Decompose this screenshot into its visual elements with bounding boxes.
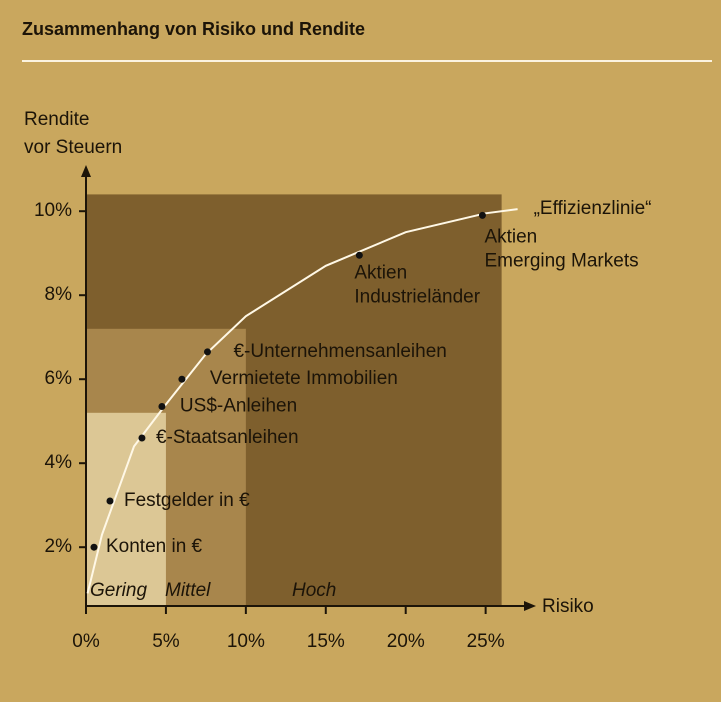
point-label: €-Unternehmensanleihen (233, 341, 446, 362)
point (203, 348, 211, 356)
point-label: Konten in € (106, 536, 203, 557)
y-axis-title: Rendite (24, 109, 90, 130)
zone-label: Hoch (292, 580, 336, 601)
point-label: Vermietete Immobilien (210, 368, 398, 389)
line-label: „Effizienzlinie“ (534, 198, 652, 219)
x-tick-label: 25% (467, 631, 505, 652)
point-label: Aktien (354, 262, 407, 283)
risk-zone (86, 412, 166, 606)
chart-title: Zusammenhang von Risiko und Rendite (22, 19, 365, 39)
point-label: Aktien (484, 226, 537, 247)
point (106, 497, 114, 505)
point-label: €-Staatsanleihen (156, 427, 299, 448)
zone-label: Gering (90, 580, 147, 601)
x-tick-label: 15% (307, 631, 345, 652)
point (478, 211, 486, 219)
point-label: Industrieländer (354, 286, 480, 307)
zone-label: Mittel (165, 580, 211, 601)
point (355, 251, 363, 259)
y-tick-label: 4% (45, 452, 73, 473)
y-axis-arrow (81, 165, 91, 177)
y-tick-label: 8% (45, 284, 73, 305)
point-label: Emerging Markets (484, 250, 638, 271)
x-tick-label: 10% (227, 631, 265, 652)
point (178, 375, 186, 383)
x-axis-title: Risiko (542, 596, 594, 617)
point (158, 403, 166, 410)
x-axis-arrow (524, 601, 536, 611)
y-tick-label: 2% (45, 536, 73, 557)
y-tick-label: 6% (45, 368, 73, 389)
y-axis-title: vor Steuern (24, 137, 122, 158)
y-tick-label: 10% (34, 200, 72, 221)
point-label: US$-Anleihen (180, 396, 297, 417)
efficiency-line (86, 208, 518, 594)
point (138, 434, 146, 442)
point (90, 543, 98, 551)
x-tick-label: 20% (387, 631, 425, 652)
x-tick-label: 0% (72, 631, 100, 652)
x-tick-label: 5% (152, 631, 180, 652)
point-label: Festgelder in € (124, 490, 250, 511)
